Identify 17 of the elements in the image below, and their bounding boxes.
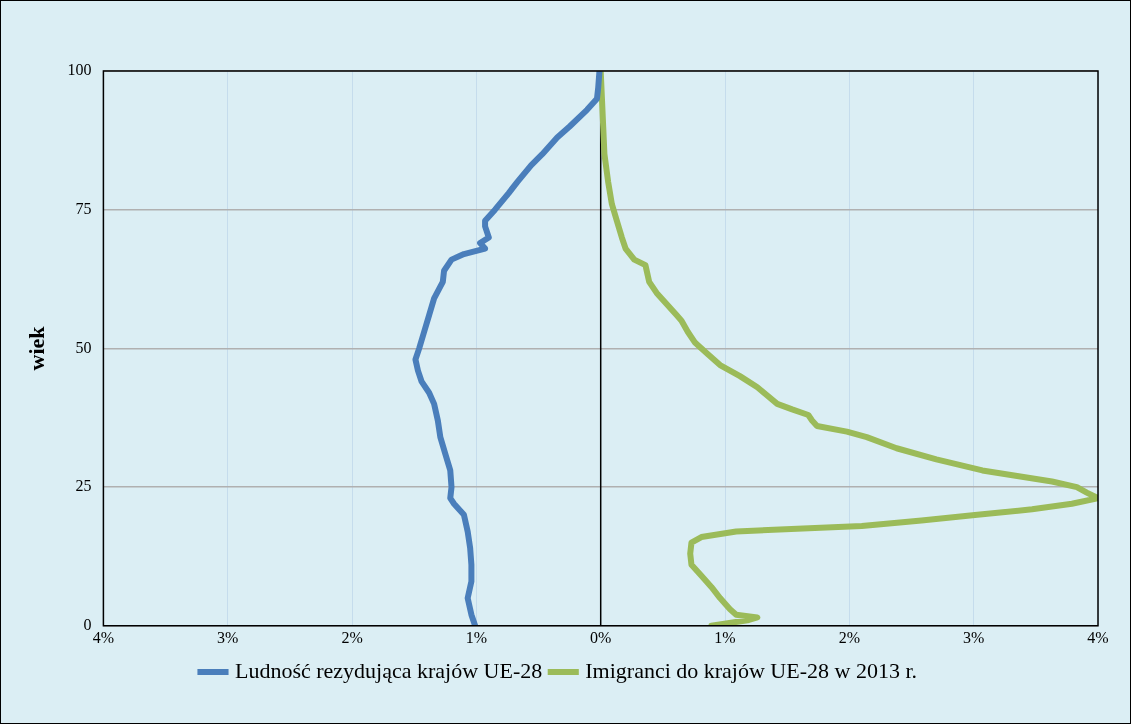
y-tick-label: 100 xyxy=(67,61,92,79)
x-tick-label: 3% xyxy=(963,628,985,646)
x-tick-label: 1% xyxy=(465,628,488,646)
x-tick-label: 2% xyxy=(838,628,861,646)
x-tick-label: 2% xyxy=(341,628,363,646)
legend-label: Ludność rezydująca krajów UE-28 xyxy=(234,657,543,683)
y-tick-label: 50 xyxy=(75,338,92,356)
y-tick-label: 25 xyxy=(75,477,92,495)
x-tick-label: 0% xyxy=(590,628,612,646)
y-tick-label: 75 xyxy=(75,199,92,217)
x-tick-label: 1% xyxy=(714,628,736,646)
y-tick-label: 0 xyxy=(83,616,92,633)
x-tick-label: 3% xyxy=(217,628,239,646)
legend-label: Imigranci do krajów UE-28 w 2013 r. xyxy=(585,657,918,683)
x-tick-label: 4% xyxy=(92,628,115,646)
y-axis-title: wiek xyxy=(23,325,49,371)
x-tick-label: 4% xyxy=(1087,628,1109,646)
